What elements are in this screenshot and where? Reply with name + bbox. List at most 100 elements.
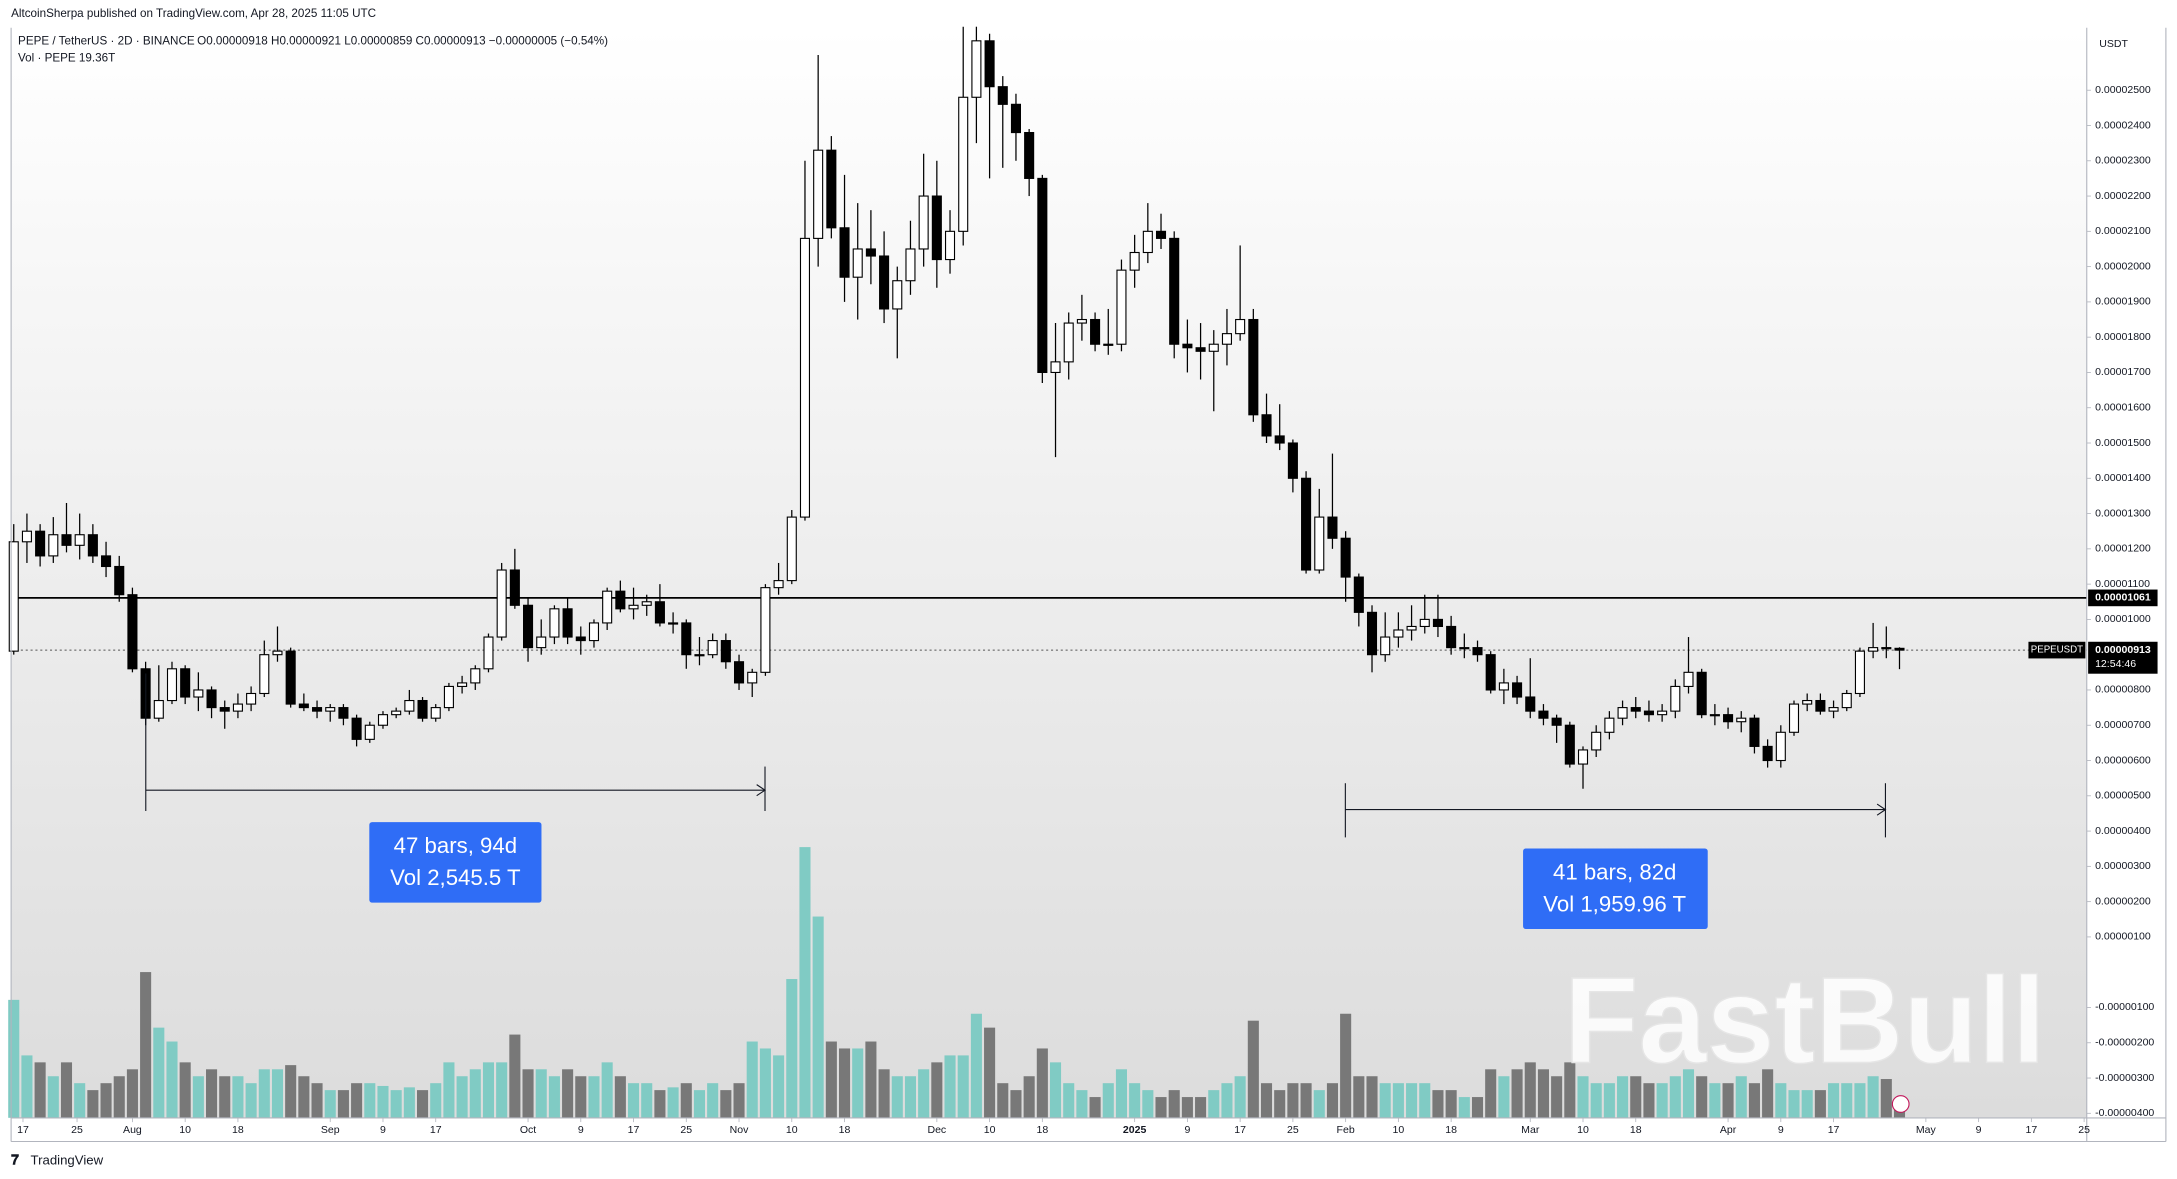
candle-body <box>575 636 586 642</box>
volume-bar <box>87 1090 99 1118</box>
y-tick-label: 0.00000800 <box>2095 684 2151 696</box>
y-tick-label: 0.00002200 <box>2095 190 2151 202</box>
volume-bar <box>904 1076 917 1118</box>
volume-bar <box>1142 1090 1154 1118</box>
hline-label: 0.00001061 <box>2095 592 2151 604</box>
x-tick-label: 17 <box>430 1124 442 1136</box>
alert-icon[interactable] <box>1891 1095 1910 1113</box>
candle-body <box>1050 361 1061 374</box>
y-tick-label: 0.00001900 <box>2095 296 2151 308</box>
volume-bar <box>390 1090 402 1118</box>
y-tick-label: 0.00001700 <box>2095 366 2151 378</box>
price-box <box>2088 641 2158 674</box>
volume-bar <box>509 1034 521 1118</box>
candle-body <box>351 717 362 740</box>
volume-bar <box>1841 1083 1853 1118</box>
volume-bar <box>1313 1090 1325 1118</box>
volume-bar <box>1419 1083 1431 1118</box>
volume-bar <box>984 1027 996 1118</box>
candle-body <box>1103 343 1114 346</box>
volume-bar <box>562 1069 574 1118</box>
price-label: 0.00000913 <box>2095 644 2151 656</box>
x-tick-label: 18 <box>1445 1124 1457 1136</box>
volume-bar <box>970 1013 982 1118</box>
x-tick-label: Aug <box>123 1124 142 1136</box>
candle-body <box>879 255 890 310</box>
volume-bar <box>179 1062 191 1118</box>
candle-body <box>364 724 375 740</box>
volume-bar <box>944 1055 956 1118</box>
measure-box <box>1523 848 1708 930</box>
volume-bar <box>8 999 20 1118</box>
volume-bar <box>1023 1076 1035 1118</box>
volume-bar <box>1366 1076 1378 1118</box>
candle-body <box>48 534 59 557</box>
candle-body <box>1643 710 1654 716</box>
y-tick-label: 0.00001000 <box>2095 613 2151 625</box>
candle-body <box>918 195 929 250</box>
candle-body <box>377 714 389 726</box>
candle-body <box>21 530 32 543</box>
candle-body <box>246 692 257 705</box>
volume-bar <box>430 1083 442 1118</box>
volume-bar <box>667 1087 679 1118</box>
candle-body <box>1604 717 1615 733</box>
volume-bar <box>258 1069 270 1118</box>
x-tick-label: 10 <box>1577 1124 1589 1136</box>
x-tick-label: Mar <box>1521 1124 1540 1136</box>
candle-body <box>1564 724 1575 765</box>
candle-body <box>1327 516 1338 539</box>
x-tick-label: 25 <box>1287 1124 1299 1136</box>
candle-body <box>694 654 705 657</box>
x-tick-label: 25 <box>71 1124 83 1136</box>
candle-body <box>1340 537 1351 578</box>
volume-bar <box>469 1069 481 1118</box>
volume-bar <box>232 1076 244 1118</box>
volume-bar <box>1788 1090 1800 1118</box>
y-tick-label: 0.00002500 <box>2095 84 2151 96</box>
volume-bar <box>219 1076 231 1118</box>
x-tick-label: 10 <box>1393 1124 1405 1136</box>
volume-bar <box>680 1083 692 1118</box>
measure-text: 47 bars, 94d <box>394 833 517 858</box>
candle-body <box>1024 131 1035 179</box>
symbol: PEPE / TetherUS · 2D · BINANCE <box>18 35 195 48</box>
volume-bar <box>364 1083 376 1118</box>
candle-body <box>1749 717 1760 747</box>
arrow-head <box>1876 803 1887 816</box>
volume-bar <box>1287 1083 1299 1118</box>
ohlc-legend: O0.00000918 H0.00000921 L0.00000859 C0.0… <box>197 35 608 48</box>
candle-body <box>1525 696 1536 712</box>
volume-bar <box>957 1055 969 1118</box>
candle-body <box>272 650 283 656</box>
y-tick-label: 0.00002400 <box>2095 119 2151 131</box>
volume-bar <box>838 1048 851 1118</box>
volume-bar <box>1775 1083 1787 1118</box>
volume-bar <box>1432 1090 1444 1118</box>
y-tick-label: 0.00001400 <box>2095 472 2151 484</box>
candle-body <box>892 280 903 310</box>
volume-bar <box>1274 1090 1286 1118</box>
volume-bar <box>931 1062 943 1118</box>
candle-body <box>1142 230 1153 254</box>
y-tick-label: 0.00002000 <box>2095 260 2151 272</box>
candle-body <box>707 640 718 656</box>
volume-bar <box>707 1083 719 1118</box>
volume-bar <box>1458 1097 1470 1118</box>
volume-bar <box>1867 1076 1879 1118</box>
candle-body <box>536 636 547 649</box>
candle-body <box>1195 347 1206 352</box>
volume-bar <box>759 1048 771 1118</box>
measure-2 <box>1344 783 1887 838</box>
hline-label-box <box>2088 589 2158 607</box>
candle-body <box>1894 647 1905 651</box>
volume-bar <box>166 1041 178 1118</box>
candle-body <box>1762 745 1773 762</box>
y-tick-label: -0.00000100 <box>2095 1001 2154 1013</box>
candle-body <box>101 555 112 568</box>
candle-body <box>1683 671 1694 687</box>
volume-bar <box>206 1069 218 1118</box>
volume-bar <box>1643 1083 1655 1118</box>
y-tick-label: 0.00001100 <box>2095 578 2150 590</box>
